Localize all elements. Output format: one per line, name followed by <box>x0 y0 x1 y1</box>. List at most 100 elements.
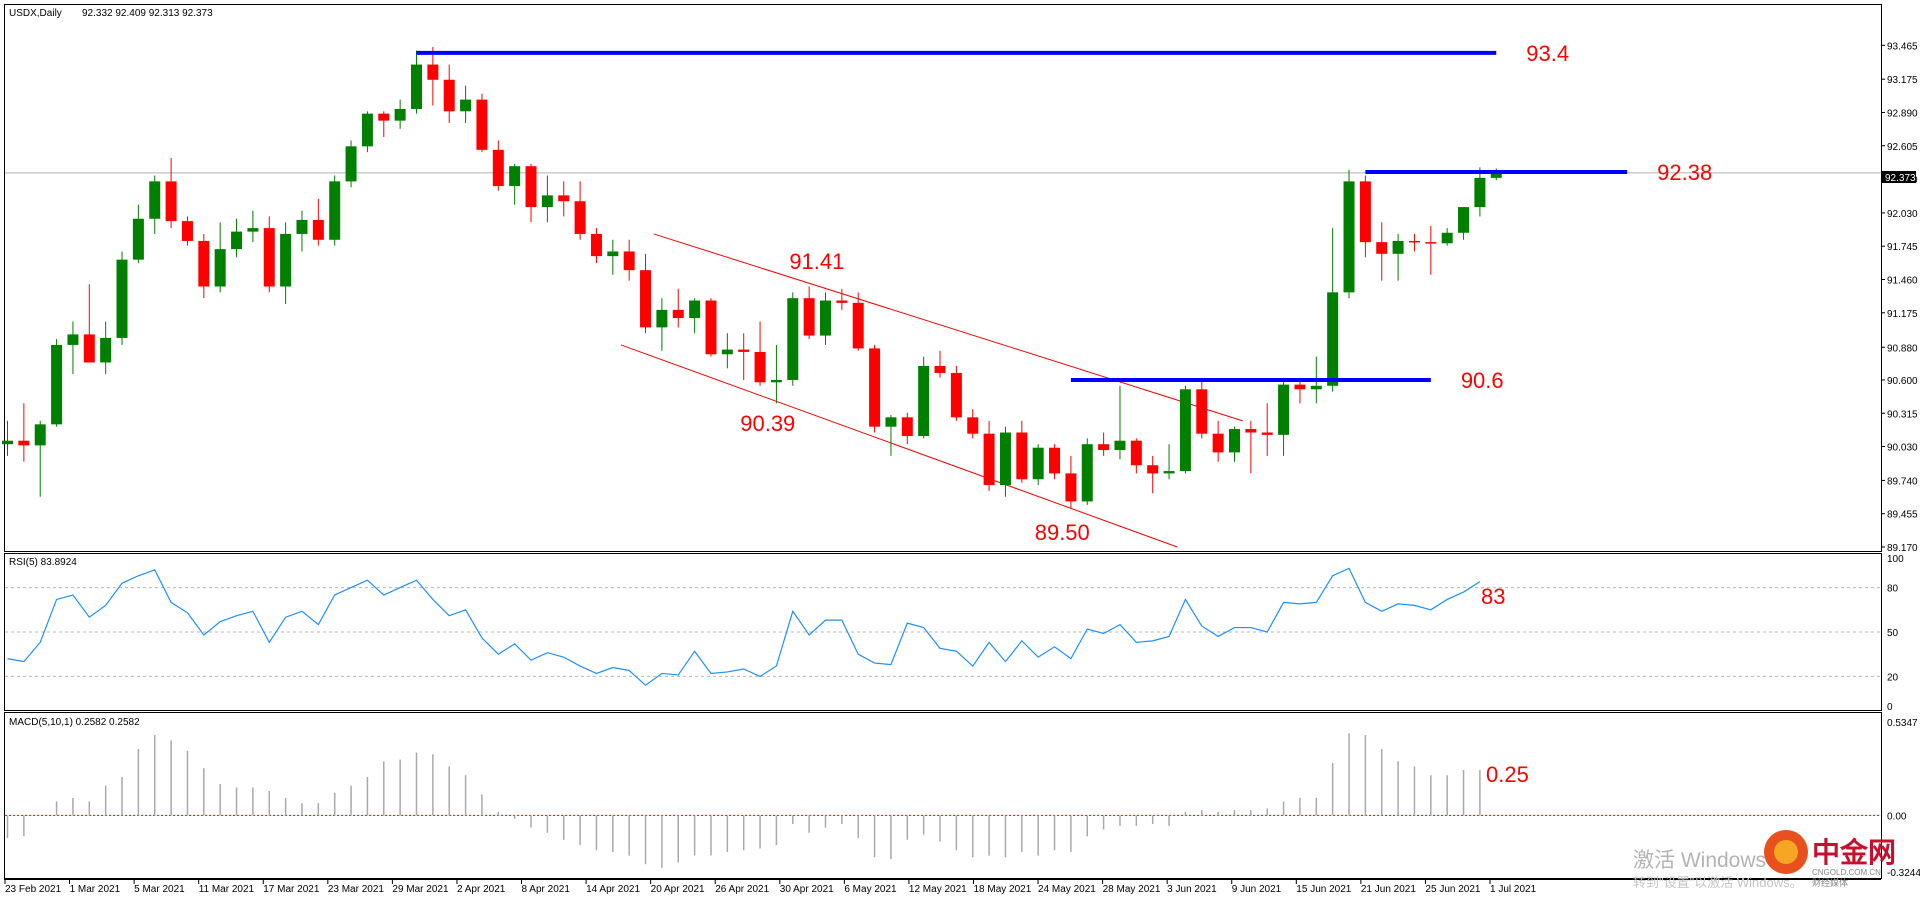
candle[interactable] <box>869 344 881 433</box>
candle[interactable] <box>1425 225 1437 275</box>
candle[interactable] <box>1474 167 1486 217</box>
candle[interactable] <box>378 111 390 137</box>
candle[interactable] <box>999 426 1011 497</box>
candle[interactable] <box>754 321 766 386</box>
candle[interactable] <box>934 350 946 378</box>
candle[interactable] <box>1049 444 1061 480</box>
candle[interactable] <box>18 403 30 462</box>
candle[interactable] <box>1392 233 1404 281</box>
candle[interactable] <box>1130 438 1142 474</box>
candle[interactable] <box>525 163 537 223</box>
candle[interactable] <box>1179 385 1191 474</box>
candle[interactable] <box>214 222 226 293</box>
candle[interactable] <box>918 356 930 439</box>
candle[interactable] <box>280 222 292 305</box>
candle[interactable] <box>476 93 488 153</box>
candle[interactable] <box>672 288 684 328</box>
candle[interactable] <box>1147 455 1159 494</box>
candle[interactable] <box>1458 207 1470 240</box>
candle[interactable] <box>51 339 63 427</box>
candle[interactable] <box>394 99 406 129</box>
candle[interactable] <box>901 412 913 445</box>
time-tick-label: 26 Apr 2021 <box>715 884 769 895</box>
candle[interactable] <box>1212 420 1224 462</box>
candle[interactable] <box>492 140 504 191</box>
rsi-line[interactable] <box>7 567 1481 687</box>
candle[interactable] <box>1229 426 1240 462</box>
candle[interactable] <box>460 85 472 123</box>
macd-panel[interactable] <box>4 712 1882 879</box>
candle[interactable] <box>67 321 79 375</box>
candle[interactable] <box>509 163 521 205</box>
candle[interactable] <box>1196 379 1208 439</box>
candle[interactable] <box>541 175 553 223</box>
candle-body <box>378 113 390 121</box>
candle[interactable] <box>705 298 717 357</box>
candle[interactable] <box>231 218 243 258</box>
candle[interactable] <box>296 210 308 252</box>
candle[interactable] <box>1261 403 1273 456</box>
candle[interactable] <box>361 111 373 153</box>
candle[interactable] <box>427 47 439 106</box>
candle[interactable] <box>1065 455 1077 509</box>
candle[interactable] <box>2 420 13 456</box>
candle[interactable] <box>1327 228 1339 392</box>
candle[interactable] <box>345 140 357 188</box>
candle[interactable] <box>852 292 864 351</box>
candle[interactable] <box>590 228 602 264</box>
channel-lower-line[interactable] <box>620 344 1178 548</box>
candle[interactable] <box>1081 438 1093 505</box>
candle[interactable] <box>1114 385 1126 460</box>
candle[interactable] <box>885 415 897 456</box>
channel-upper-line[interactable] <box>653 233 1243 422</box>
candle[interactable] <box>950 365 962 421</box>
candle[interactable] <box>329 175 341 246</box>
candle[interactable] <box>1098 432 1110 456</box>
candle[interactable] <box>623 239 635 281</box>
candle[interactable] <box>443 64 455 123</box>
candle[interactable] <box>787 292 799 386</box>
candle[interactable] <box>656 298 668 351</box>
candle[interactable] <box>738 333 750 380</box>
candle[interactable] <box>116 251 128 345</box>
candle[interactable] <box>1163 444 1175 480</box>
candle[interactable] <box>836 288 848 310</box>
candle[interactable] <box>1032 444 1044 486</box>
candle[interactable] <box>558 181 570 217</box>
candle[interactable] <box>1359 175 1371 258</box>
candle[interactable] <box>640 253 652 334</box>
candle[interactable] <box>83 284 95 363</box>
candle[interactable] <box>803 286 815 340</box>
candle[interactable] <box>574 181 586 240</box>
candle[interactable] <box>689 298 701 334</box>
candle[interactable] <box>1376 222 1388 281</box>
candle[interactable] <box>100 321 112 375</box>
candle[interactable] <box>770 344 782 404</box>
price-panel[interactable] <box>4 4 1882 552</box>
candle[interactable] <box>607 239 619 275</box>
candle[interactable] <box>198 233 210 299</box>
candle[interactable] <box>165 158 177 229</box>
candle[interactable] <box>132 204 144 264</box>
candle[interactable] <box>149 175 161 234</box>
candle[interactable] <box>1245 420 1257 474</box>
candle[interactable] <box>411 50 422 114</box>
candle[interactable] <box>1441 228 1453 246</box>
candle[interactable] <box>967 409 979 439</box>
candle[interactable] <box>820 292 831 345</box>
windows-activation-watermark: 激活 Windows 转到"设置"以激活 Windows。 <box>1633 849 1803 890</box>
candle[interactable] <box>983 420 995 491</box>
rsi-panel[interactable] <box>4 553 1882 711</box>
candle[interactable] <box>1408 233 1420 252</box>
candle[interactable] <box>263 216 275 293</box>
candle[interactable] <box>1016 420 1028 483</box>
candle[interactable] <box>1343 169 1355 299</box>
candle[interactable] <box>1278 379 1290 456</box>
candle[interactable] <box>34 420 46 497</box>
candle[interactable] <box>312 198 324 246</box>
candle[interactable] <box>247 210 259 243</box>
candle[interactable] <box>181 216 193 246</box>
candle[interactable] <box>1294 379 1306 404</box>
candle[interactable] <box>721 333 733 369</box>
